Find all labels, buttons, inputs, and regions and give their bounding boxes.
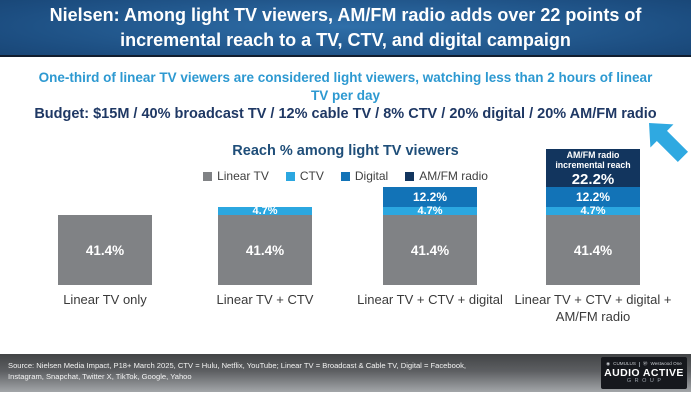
legend-label: Digital — [354, 169, 389, 183]
brand-logo-main: AUDIO ACTIVE — [604, 366, 684, 379]
header-banner: Nielsen: Among light TV viewers, AM/FM r… — [0, 0, 691, 57]
bar-segment-am-fm-radio: AM/FM radio incremental reach 22.2% — [546, 149, 640, 188]
stacked-bar: 4.7% 41.4% — [218, 205, 312, 285]
bar-value-label: 12.2% — [575, 189, 611, 204]
bar-group: 4.7% 41.4% — [190, 205, 340, 285]
x-axis-label: Linear TV only — [63, 292, 147, 307]
legend-swatch-icon — [285, 171, 295, 181]
incremental-reach-arrow-icon — [632, 106, 691, 174]
budget-line: Budget: $15M / 40% broadcast TV / 12% ca… — [34, 106, 657, 122]
bar-segment-digital: 12.2% — [383, 186, 477, 208]
bar-value-label: 41.4% — [85, 242, 125, 258]
brand-logo-top: ◉ CUMULUS Ⓦ Westwood One — [606, 360, 682, 367]
bar-value-label: 4.7% — [580, 205, 606, 218]
stacked-bar: 41.4% — [58, 215, 152, 285]
bar-value-label: 12.2% — [412, 189, 448, 204]
bar-segment-linear-tv: 41.4% — [218, 215, 312, 285]
incremental-reach-annotation: AM/FM radio incremental reach — [555, 150, 631, 171]
footer-bar: Source: Nielsen Media Impact, P18+ March… — [0, 354, 691, 392]
bar-value-label: 41.4% — [573, 242, 613, 258]
legend-swatch-icon — [405, 171, 415, 181]
brand-logo-sub: GROUP — [626, 378, 665, 384]
bar-segment-digital: 12.2% — [546, 186, 640, 208]
bar-value-label: 4.7% — [417, 205, 443, 218]
bar-value-label: 22.2% — [571, 170, 615, 188]
bar-value-label: 4.7% — [252, 205, 278, 218]
bar-segment-ctv: 4.7% — [383, 205, 477, 218]
legend-item-ctv: CTV — [285, 169, 324, 183]
legend-swatch-icon — [203, 171, 213, 181]
legend-item-am-fm-radio: AM/FM radio — [405, 169, 488, 183]
x-axis-label: Linear TV + CTV — [216, 292, 314, 307]
subtitle-text: One-third of linear TV viewers are consi… — [38, 70, 653, 104]
x-axis-label: Linear TV + CTV + digital + AM/FM radio — [514, 292, 672, 324]
bar-segment-linear-tv: 41.4% — [546, 215, 640, 285]
westwood-icon: Ⓦ — [642, 360, 648, 366]
legend-swatch-icon — [340, 171, 350, 181]
bar-segment-ctv: 4.7% — [218, 205, 312, 218]
bar-value-label: 41.4% — [245, 242, 285, 258]
bar-group: AM/FM radio incremental reach 22.2% 12.2% 4… — [518, 149, 668, 285]
legend-label: AM/FM radio — [419, 169, 488, 183]
slide-title: Nielsen: Among light TV viewers, AM/FM r… — [49, 5, 642, 50]
chart-title: Reach % among light TV viewers — [232, 143, 459, 159]
bar-segment-linear-tv: 41.4% — [58, 215, 152, 285]
bar-chart: 41.4% 4.7% 41.4% 12.2% 4.7% 41.4% AM/FM radio … — [0, 140, 691, 285]
stacked-bar: AM/FM radio incremental reach 22.2% 12.2% 4… — [546, 149, 640, 285]
logo-divider — [638, 361, 640, 367]
x-axis-label: Linear TV + CTV + digital — [357, 292, 503, 307]
legend-item-digital: Digital — [340, 169, 389, 183]
cumulus-icon: ◉ — [606, 360, 611, 366]
bar-value-label: 41.4% — [410, 242, 450, 258]
legend-label: Linear TV — [217, 169, 269, 183]
legend-item-linear-tv: Linear TV — [203, 169, 269, 183]
cumulus-label: CUMULUS — [613, 360, 636, 366]
bar-group: 12.2% 4.7% 41.4% — [355, 186, 505, 285]
bar-group: 41.4% — [30, 215, 180, 285]
chart-legend: Linear TV CTV Digital AM/FM radio — [0, 169, 691, 183]
brand-logo: ◉ CUMULUS Ⓦ Westwood One AUDIO ACTIVE GR… — [601, 357, 687, 389]
bar-segment-linear-tv: 41.4% — [383, 215, 477, 285]
stacked-bar: 12.2% 4.7% 41.4% — [383, 186, 477, 285]
legend-label: CTV — [299, 169, 324, 183]
source-text: Source: Nielsen Media Impact, P18+ March… — [8, 361, 466, 381]
westwood-label: Westwood One — [650, 360, 682, 366]
bar-segment-ctv: 4.7% — [546, 205, 640, 218]
